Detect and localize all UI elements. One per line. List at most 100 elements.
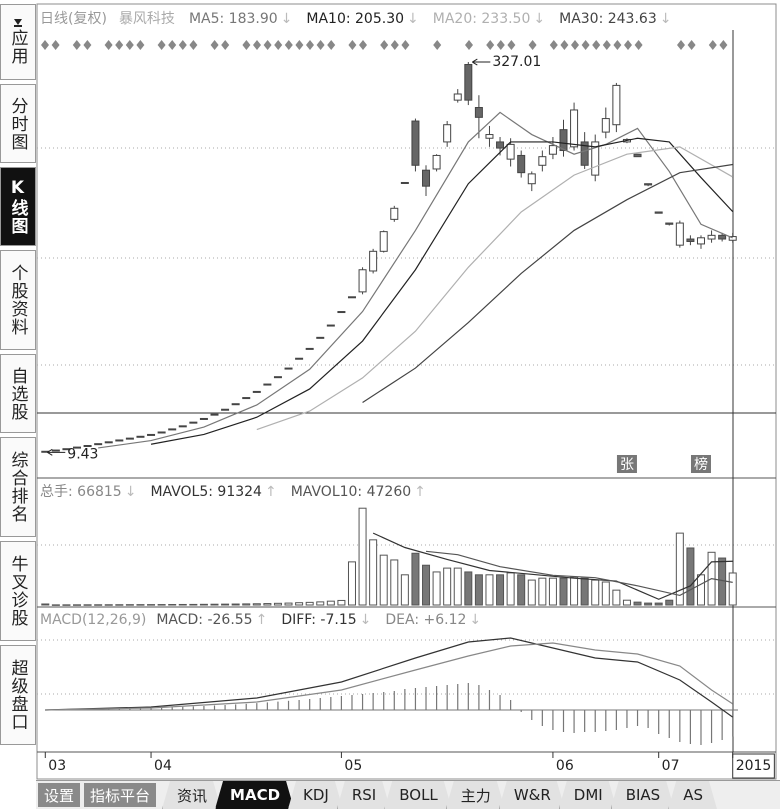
indicator-tab[interactable]: AS: [668, 781, 717, 809]
candle-body: [242, 397, 251, 400]
volume-bar: [51, 604, 60, 606]
event-diamond: [624, 40, 632, 50]
sidebar-tab[interactable]: 综合排名: [0, 437, 36, 537]
indicator-tab[interactable]: 资讯: [162, 781, 221, 809]
event-diamond: [571, 40, 579, 50]
indicator-line: [45, 637, 734, 718]
indicator-tab[interactable]: 主力: [446, 781, 505, 809]
high-label: 327.01: [492, 54, 541, 70]
volume-bar: [73, 604, 82, 606]
legend-trend: ↑: [265, 484, 277, 500]
volume-bar: [337, 599, 346, 606]
annotation-arrow: [472, 58, 491, 66]
chart-title: 日线(复权): [40, 10, 107, 27]
tool-button[interactable]: 指标平台: [84, 783, 157, 807]
indicator-tab[interactable]: BOLL: [384, 781, 452, 809]
volume-bar: [422, 564, 431, 606]
volume-bar: [411, 552, 420, 606]
legend-value: MA30: 243.63: [559, 11, 657, 27]
legend-trend: ↑: [256, 612, 268, 628]
candle-body: [62, 448, 71, 451]
indicator-tab[interactable]: KDJ: [288, 781, 343, 809]
event-diamond: [401, 40, 410, 50]
candle-body: [295, 357, 304, 360]
event-diamond: [274, 40, 283, 50]
candle-body: [316, 336, 325, 339]
tool-button[interactable]: 设置: [38, 783, 81, 807]
volume-bar: [210, 603, 219, 606]
legend-trend: ↓: [469, 612, 481, 628]
volume-bar: [369, 539, 378, 606]
candle-body: [570, 109, 579, 148]
event-diamond: [125, 40, 134, 50]
sidebar-tab[interactable]: 自选股: [0, 354, 36, 433]
indicator-tab[interactable]: BIAS: [611, 781, 675, 809]
event-diamond: [348, 40, 357, 50]
volume-bar: [506, 572, 515, 606]
event-diamond: [359, 40, 367, 50]
legend-trend: ↓: [533, 11, 545, 27]
volume-bar: [83, 604, 92, 606]
sidebar-tab[interactable]: 个股资料: [0, 250, 36, 350]
candle-body: [496, 141, 505, 149]
event-diamond: [210, 40, 219, 50]
indicator-line: [150, 137, 734, 445]
candle-body: [485, 134, 494, 139]
candle-body: [157, 431, 166, 434]
volume-bar: [273, 602, 282, 606]
event-diamond: [295, 40, 304, 50]
legend-value: MA10: 205.30: [306, 11, 404, 27]
volume-bar: [316, 601, 325, 606]
event-diamond: [390, 40, 399, 50]
candle-body: [136, 435, 145, 438]
bottom-tabs: 设置 指标平台 资讯 MACD KDJ RSI BOLL 主力 W&R DMI BIAS AS: [36, 780, 780, 809]
candle-body: [612, 84, 621, 126]
indicator-tab[interactable]: DMI: [559, 781, 617, 809]
candle-body: [654, 211, 663, 214]
candle-body: [453, 93, 462, 101]
event-diamond: [549, 40, 558, 50]
chart: 日线(复权) 暴风科技 MA5: 183.90 ↓ MA10: 205.30 ↓ MA20:…: [36, 3, 777, 780]
indicator-tab[interactable]: RSI: [337, 781, 390, 809]
volume-bar: [379, 554, 388, 606]
volume-bar: [125, 604, 134, 606]
event-diamond: [72, 40, 81, 50]
event-diamond: [284, 40, 293, 50]
candle-body: [347, 296, 356, 299]
indicator-tab[interactable]: W&R: [499, 781, 565, 809]
sidebar-tab[interactable]: K线图: [0, 167, 36, 246]
event-marker-box: [690, 455, 711, 473]
sidebar-tab[interactable]: 牛叉诊股: [0, 541, 36, 641]
event-diamond: [465, 40, 473, 50]
candle-body: [326, 324, 335, 327]
indicator-title: MACD(12,26,9): [40, 612, 146, 628]
volume-bar: [728, 572, 737, 606]
legend-value: MA20: 233.50: [433, 11, 531, 27]
volume-bar: [612, 589, 621, 606]
sidebar: 应用分时图 K线图个股资料自选股综合排名牛叉诊股超级盘口: [0, 4, 36, 745]
indicator-line: [98, 111, 733, 449]
candle-body: [252, 390, 261, 393]
sidebar-tab[interactable]: 分时图: [0, 84, 36, 163]
candle-body: [199, 417, 208, 420]
candle-body: [432, 154, 441, 170]
sidebar-tab[interactable]: 超级盘口: [0, 645, 36, 745]
volume-bar: [147, 604, 156, 606]
event-diamond: [677, 40, 685, 50]
x-tick-label: 2015: [736, 758, 772, 774]
candle-body: [358, 269, 367, 293]
event-diamond: [157, 40, 166, 50]
x-tick-label: 05: [344, 758, 362, 774]
indicator-tab[interactable]: MACD: [215, 781, 294, 809]
event-marker-box: [616, 455, 637, 473]
candle-body: [728, 236, 737, 241]
candle-body: [284, 367, 293, 370]
candle-body: [517, 154, 526, 174]
candle-body: [559, 129, 568, 152]
volume-bar: [675, 532, 684, 606]
sidebar-tab[interactable]: 应用: [0, 4, 36, 80]
volume-bar: [464, 571, 473, 606]
candle-body: [94, 443, 103, 446]
volume-bar: [189, 603, 198, 606]
